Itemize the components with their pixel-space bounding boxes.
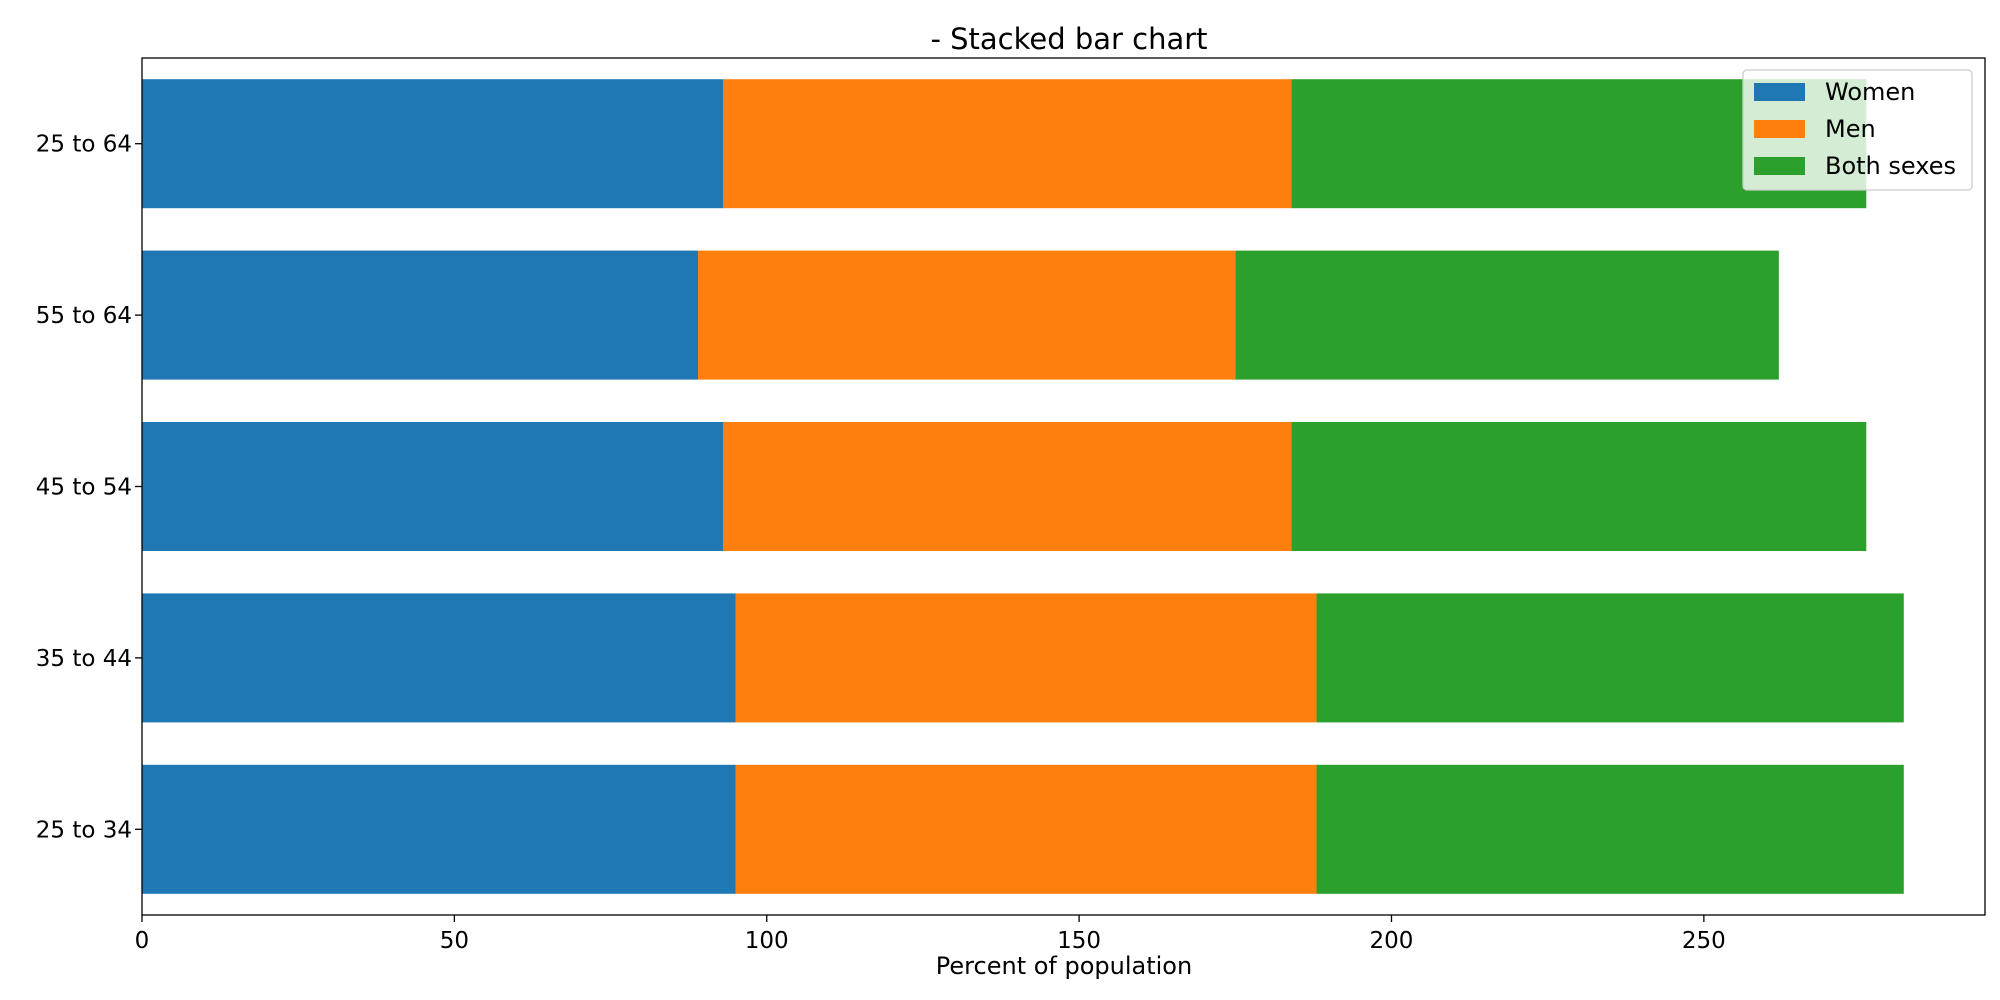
x-tick-label: 50 bbox=[440, 928, 469, 954]
bar-women-2 bbox=[142, 422, 724, 551]
y-tick-label: 55 to 64 bbox=[36, 303, 132, 329]
bars-group bbox=[142, 79, 1904, 894]
bar-men-1 bbox=[735, 593, 1317, 723]
legend-label-both-sexes: Both sexes bbox=[1825, 152, 1956, 180]
bar-men-4 bbox=[723, 79, 1292, 209]
bar-women-3 bbox=[142, 250, 699, 380]
bar-women-1 bbox=[142, 593, 736, 723]
legend-swatch-men bbox=[1754, 120, 1805, 138]
x-tick-label: 0 bbox=[135, 928, 150, 954]
x-tick-label: 250 bbox=[1682, 928, 1726, 954]
x-axis: 0 50 100 150 200 250 bbox=[135, 915, 1726, 954]
legend-swatch-women bbox=[1754, 83, 1805, 101]
y-axis: 25 to 34 35 to 44 45 to 54 55 to 64 25 to 64 bbox=[36, 132, 142, 843]
y-tick-label: 25 to 34 bbox=[36, 817, 132, 843]
bar-women-0 bbox=[142, 764, 736, 894]
bar-both-sexes-0 bbox=[1316, 764, 1904, 894]
x-tick-label: 150 bbox=[1057, 928, 1101, 954]
x-tick-label: 200 bbox=[1370, 928, 1414, 954]
y-tick-label: 25 to 64 bbox=[36, 132, 132, 158]
bar-men-0 bbox=[735, 764, 1317, 894]
chart-title: - Stacked bar chart bbox=[930, 22, 1207, 56]
legend-label-men: Men bbox=[1825, 115, 1876, 143]
y-tick-label: 45 to 54 bbox=[36, 475, 132, 501]
bar-both-sexes-3 bbox=[1235, 250, 1779, 380]
x-axis-label: Percent of population bbox=[936, 952, 1192, 980]
bar-men-2 bbox=[723, 422, 1292, 551]
bar-men-3 bbox=[698, 250, 1236, 380]
bar-both-sexes-2 bbox=[1291, 422, 1867, 551]
legend: Women Men Both sexes bbox=[1742, 69, 1973, 191]
bar-both-sexes-1 bbox=[1316, 593, 1904, 723]
legend-swatch-both-sexes bbox=[1754, 157, 1805, 175]
bar-women-4 bbox=[142, 79, 724, 209]
y-tick-label: 35 to 44 bbox=[36, 646, 132, 672]
legend-label-women: Women bbox=[1825, 78, 1915, 106]
x-tick-label: 100 bbox=[745, 928, 789, 954]
